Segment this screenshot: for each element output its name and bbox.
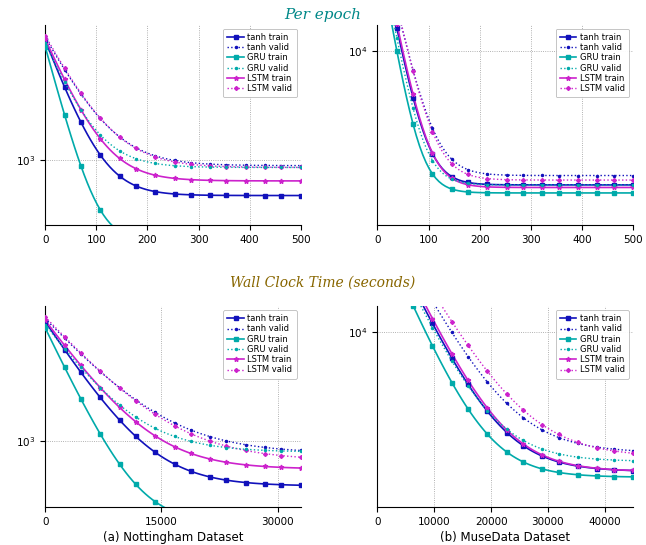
Legend: tanh train, tanh valid, GRU train, GRU valid, LSTM train, LSTM valid: tanh train, tanh valid, GRU train, GRU v… bbox=[556, 29, 629, 97]
Legend: tanh train, tanh valid, GRU train, GRU valid, LSTM train, LSTM valid: tanh train, tanh valid, GRU train, GRU v… bbox=[556, 310, 629, 379]
Text: Wall Clock Time (seconds): Wall Clock Time (seconds) bbox=[231, 275, 415, 289]
X-axis label: (b) MuseData Dataset: (b) MuseData Dataset bbox=[440, 531, 570, 544]
X-axis label: (a) Nottingham Dataset: (a) Nottingham Dataset bbox=[103, 531, 244, 544]
Legend: tanh train, tanh valid, GRU train, GRU valid, LSTM train, LSTM valid: tanh train, tanh valid, GRU train, GRU v… bbox=[224, 310, 297, 379]
Text: Per epoch: Per epoch bbox=[284, 8, 362, 22]
Legend: tanh train, tanh valid, GRU train, GRU valid, LSTM train, LSTM valid: tanh train, tanh valid, GRU train, GRU v… bbox=[224, 29, 297, 97]
